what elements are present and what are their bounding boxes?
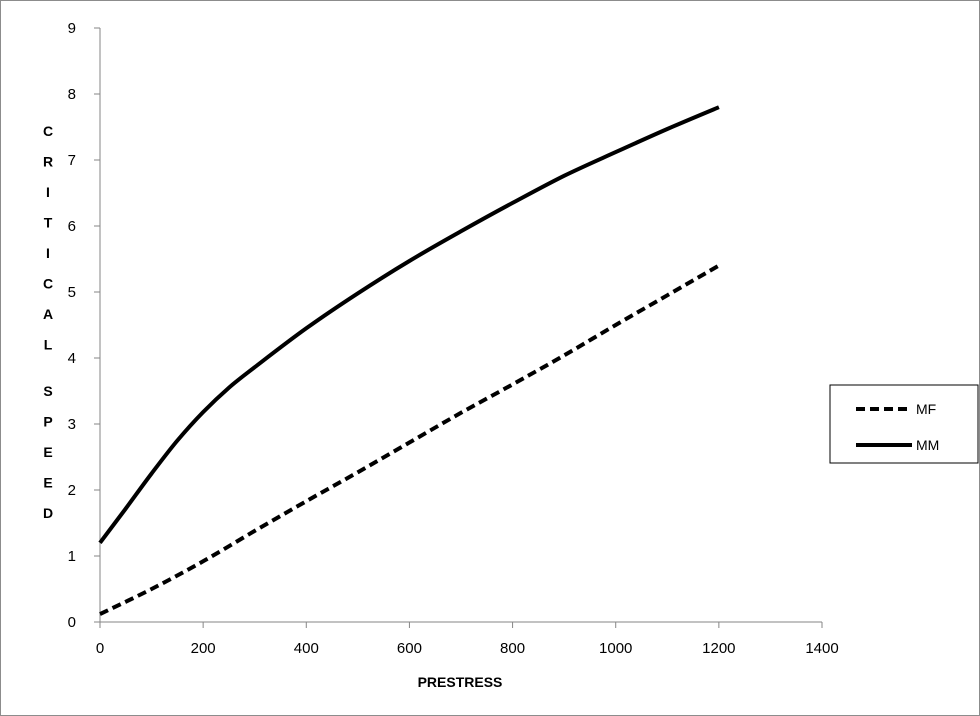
x-tick-label: 1000	[599, 640, 632, 657]
x-tick-label: 200	[191, 640, 216, 657]
y-tick-label: 8	[68, 86, 76, 103]
y-tick-label: 7	[68, 152, 76, 169]
y-axis-title-letter: D	[43, 505, 53, 521]
legend: MF MM	[829, 384, 979, 464]
series-lines	[98, 105, 720, 616]
y-axis-title-letter: E	[43, 444, 52, 460]
y-tick-label: 4	[68, 350, 76, 367]
legend-box	[829, 384, 979, 464]
y-tick-label: 2	[68, 482, 76, 499]
y-tick-label: 6	[68, 218, 76, 235]
series-line-mm	[98, 105, 720, 545]
y-axis-title-letter: I	[46, 184, 50, 200]
y-axis-title-letter: C	[43, 123, 53, 139]
tick-labels: 0 1 2 3 4 5 6 7 8 9 0 200 400 600 800 1000 1200 1400	[68, 20, 839, 657]
y-axis-title-letter: R	[43, 154, 53, 170]
x-tick-label: 400	[294, 640, 319, 657]
y-axis-title-letter: I	[46, 245, 50, 261]
y-tick-label: 0	[68, 614, 76, 631]
y-axis-title-letter: C	[43, 276, 53, 292]
axes	[94, 27, 823, 628]
x-tick-label: 600	[397, 640, 422, 657]
y-axis-title-letter: S	[43, 383, 52, 399]
y-axis-title-letter: T	[44, 215, 53, 231]
x-tick-label: 0	[96, 640, 104, 657]
series-line-mf	[99, 263, 720, 616]
x-tick-label: 800	[500, 640, 525, 657]
y-tick-label: 3	[68, 416, 76, 433]
x-axis-title: PRESTRESS	[418, 674, 503, 690]
y-tick-label: 9	[68, 20, 76, 37]
y-tick-label: 1	[68, 548, 76, 565]
y-tick-label: 5	[68, 284, 76, 301]
legend-label-mf: MF	[916, 401, 936, 417]
x-tick-label: 1200	[702, 640, 735, 657]
legend-label-mm: MM	[916, 437, 939, 453]
y-axis-title-letter: E	[43, 475, 52, 491]
y-axis-title-letter: P	[43, 414, 52, 430]
y-axis-title-letter: L	[44, 337, 53, 353]
y-axis-title-letter: A	[43, 306, 53, 322]
x-tick-label: 1400	[805, 640, 838, 657]
